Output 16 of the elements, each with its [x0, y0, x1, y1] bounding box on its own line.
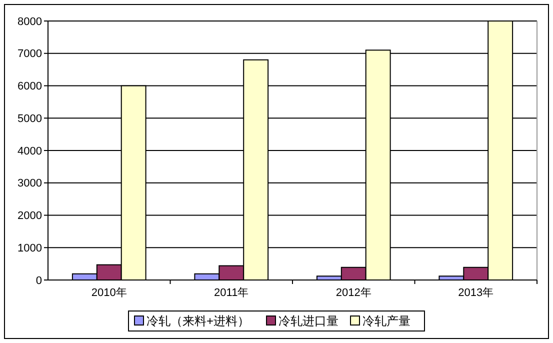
legend-label: 冷轧产量	[362, 314, 410, 328]
y-tick-label: 8000	[18, 16, 42, 28]
y-tick-label: 2000	[18, 210, 42, 222]
y-tick-label: 5000	[18, 112, 42, 125]
x-tick-label: 2010年	[91, 287, 127, 299]
y-tick-label: 4000	[18, 145, 42, 158]
y-tick-label: 6000	[18, 80, 42, 93]
legend-label: 冷轧进口量	[278, 314, 338, 328]
x-tick-label: 2013年	[458, 287, 494, 299]
y-tick-label: 1000	[18, 242, 42, 254]
y-tick-label: 7000	[18, 48, 42, 60]
y-tick-label: 0	[36, 274, 42, 287]
x-tick-label: 2011年	[214, 287, 249, 299]
legend-label: 冷轧（来料+进料）	[146, 314, 250, 328]
y-tick-label: 3000	[18, 178, 42, 190]
x-tick-label: 2012年	[336, 287, 372, 299]
